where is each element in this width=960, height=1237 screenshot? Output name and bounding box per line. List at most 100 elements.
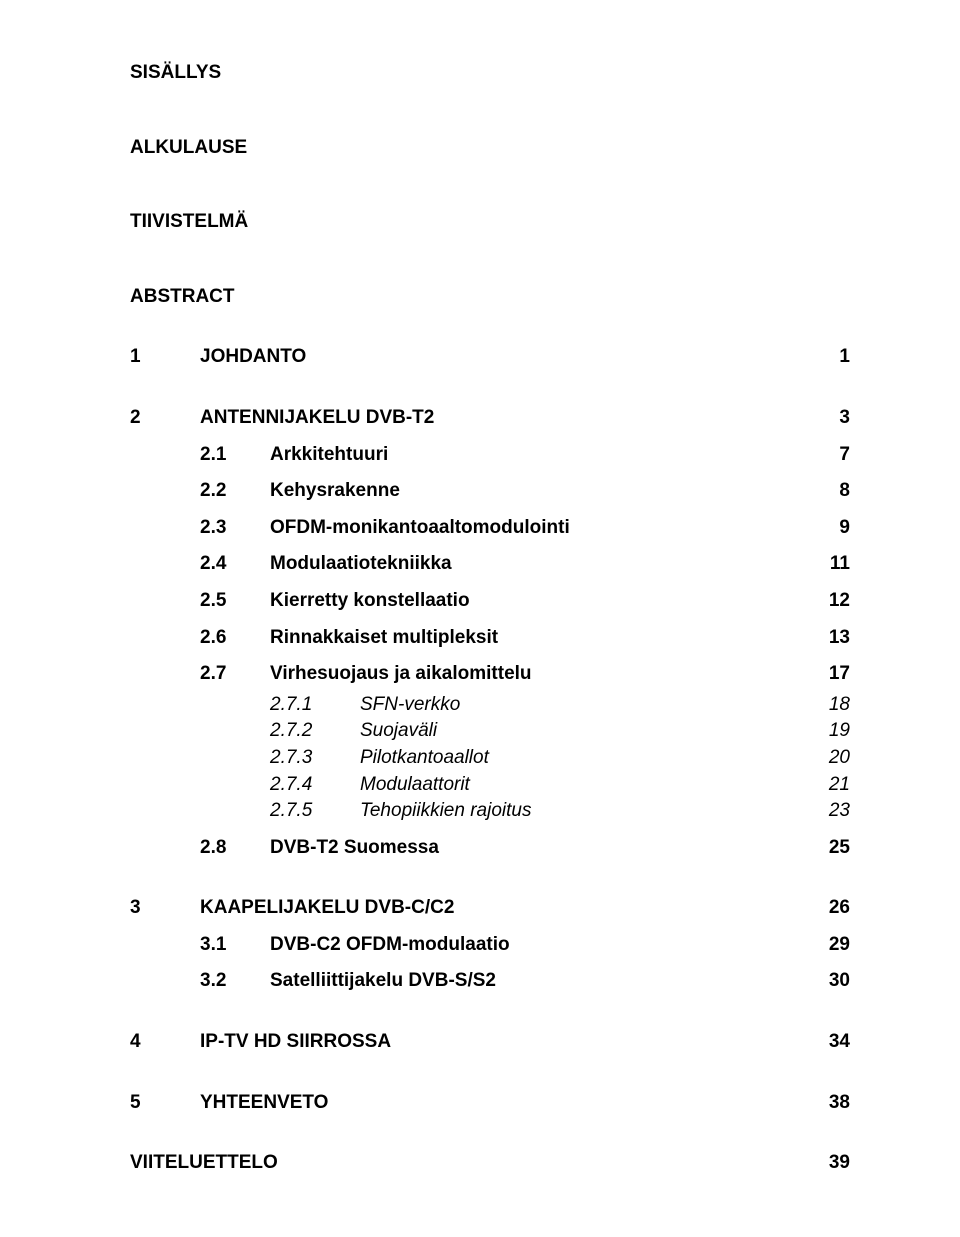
- toc-page: 3: [800, 405, 850, 432]
- toc-number: 2.2: [200, 478, 270, 505]
- spacer: [130, 615, 850, 625]
- toc-page: 18: [800, 692, 850, 719]
- spacer: [130, 995, 850, 1029]
- toc-page: 21: [800, 772, 850, 799]
- toc-page: 1: [800, 344, 850, 371]
- toc-label: Suojaväli: [360, 718, 800, 745]
- toc-label: Tehopiikkien rajoitus: [360, 798, 800, 825]
- toc-page: 9: [800, 515, 850, 542]
- toc-page: 34: [800, 1029, 850, 1056]
- spacer: [130, 861, 850, 895]
- heading-text: SISÄLLYS: [130, 60, 850, 87]
- toc-level3: 2.7.5 Tehopiikkien rajoitus 23: [130, 798, 850, 825]
- toc-page: 39: [800, 1150, 850, 1177]
- toc-level1: 4 IP-TV HD SIIRROSSA 34: [130, 1029, 850, 1056]
- spacer: [130, 1056, 850, 1090]
- toc-label: DVB-T2 Suomessa: [270, 835, 800, 862]
- toc-level1: 5 YHTEENVETO 38: [130, 1090, 850, 1117]
- toc-level3: 2.7.4 Modulaattorit 21: [130, 772, 850, 799]
- heading-text: ABSTRACT: [130, 284, 850, 311]
- toc-level1: 2 ANTENNIJAKELU DVB-T2 3: [130, 405, 850, 432]
- toc-level3: 2.7.1 SFN-verkko 18: [130, 692, 850, 719]
- toc-page: 12: [800, 588, 850, 615]
- toc-level2: 2.7 Virhesuojaus ja aikalomittelu 17: [130, 661, 850, 688]
- toc-label: Kierretty konstellaatio: [270, 588, 800, 615]
- spacer: [130, 651, 850, 661]
- toc-level2: 2.1 Arkkitehtuuri 7: [130, 442, 850, 469]
- heading-sisallys: SISÄLLYS: [130, 60, 850, 87]
- toc-number: 2.4: [200, 551, 270, 578]
- spacer: [130, 505, 850, 515]
- toc-label: SFN-verkko: [360, 692, 800, 719]
- toc-number: 1: [130, 344, 200, 371]
- toc-page: 8: [800, 478, 850, 505]
- toc-number: 2.5: [200, 588, 270, 615]
- toc-number: 3: [130, 895, 200, 922]
- toc-label: Pilotkantoaallot: [360, 745, 800, 772]
- toc-number: 3.2: [200, 968, 270, 995]
- spacer: [130, 922, 850, 932]
- toc-page: 30: [800, 968, 850, 995]
- heading-tiivistelma: TIIVISTELMÄ: [130, 209, 850, 236]
- toc-number: 5: [130, 1090, 200, 1117]
- spacer: [130, 87, 850, 135]
- heading-alkulause: ALKULAUSE: [130, 135, 850, 162]
- toc-number: 2: [130, 405, 200, 432]
- toc-level2: 2.4 Modulaatiotekniikka 11: [130, 551, 850, 578]
- toc-level2: 2.3 OFDM-monikantoaaltomodulointi 9: [130, 515, 850, 542]
- toc-page: 20: [800, 745, 850, 772]
- toc-label: Rinnakkaiset multipleksit: [270, 625, 800, 652]
- toc-page: 7: [800, 442, 850, 469]
- spacer: [130, 432, 850, 442]
- toc-number: 2.7.2: [270, 718, 360, 745]
- toc-label: IP-TV HD SIIRROSSA: [200, 1029, 800, 1056]
- toc-level1: 3 KAAPELIJAKELU DVB-C/C2 26: [130, 895, 850, 922]
- toc-page: 13: [800, 625, 850, 652]
- toc-number: 2.3: [200, 515, 270, 542]
- toc-page: SISÄLLYS ALKULAUSE TIIVISTELMÄ ABSTRACT …: [0, 0, 960, 1237]
- toc-level3: 2.7.3 Pilotkantoaallot 20: [130, 745, 850, 772]
- toc-references: VIITELUETTELO 39: [130, 1150, 850, 1177]
- toc-label: VIITELUETTELO: [130, 1150, 800, 1177]
- spacer: [130, 958, 850, 968]
- toc-level2: 2.2 Kehysrakenne 8: [130, 478, 850, 505]
- toc-number: 2.7.4: [270, 772, 360, 799]
- toc-number: 2.8: [200, 835, 270, 862]
- toc-level2: 2.5 Kierretty konstellaatio 12: [130, 588, 850, 615]
- spacer: [130, 371, 850, 405]
- toc-number: 2.7.3: [270, 745, 360, 772]
- spacer: [130, 310, 850, 344]
- toc-label: KAAPELIJAKELU DVB-C/C2: [200, 895, 800, 922]
- heading-text: TIIVISTELMÄ: [130, 209, 850, 236]
- spacer: [130, 236, 850, 284]
- spacer: [130, 825, 850, 835]
- toc-label: Virhesuojaus ja aikalomittelu: [270, 661, 800, 688]
- toc-level1: 1 JOHDANTO 1: [130, 344, 850, 371]
- toc-label: Arkkitehtuuri: [270, 442, 800, 469]
- toc-page: 17: [800, 661, 850, 688]
- toc-label: YHTEENVETO: [200, 1090, 800, 1117]
- spacer: [130, 1116, 850, 1150]
- toc-label: Modulaattorit: [360, 772, 800, 799]
- spacer: [130, 468, 850, 478]
- toc-label: ANTENNIJAKELU DVB-T2: [200, 405, 800, 432]
- toc-number: 2.7: [200, 661, 270, 688]
- toc-number: 2.7.5: [270, 798, 360, 825]
- toc-label: Satelliittijakelu DVB-S/S2: [270, 968, 800, 995]
- toc-page: 25: [800, 835, 850, 862]
- toc-number: 2.6: [200, 625, 270, 652]
- toc-level2: 2.8 DVB-T2 Suomessa 25: [130, 835, 850, 862]
- toc-level2: 3.1 DVB-C2 OFDM-modulaatio 29: [130, 932, 850, 959]
- heading-text: ALKULAUSE: [130, 135, 850, 162]
- toc-page: 23: [800, 798, 850, 825]
- toc-number: 3.1: [200, 932, 270, 959]
- toc-page: 29: [800, 932, 850, 959]
- toc-page: 11: [800, 551, 850, 578]
- toc-label: OFDM-monikantoaaltomodulointi: [270, 515, 800, 542]
- toc-number: 2.7.1: [270, 692, 360, 719]
- toc-level3: 2.7.2 Suojaväli 19: [130, 718, 850, 745]
- spacer: [130, 161, 850, 209]
- toc-label: Kehysrakenne: [270, 478, 800, 505]
- spacer: [130, 578, 850, 588]
- toc-number: 2.1: [200, 442, 270, 469]
